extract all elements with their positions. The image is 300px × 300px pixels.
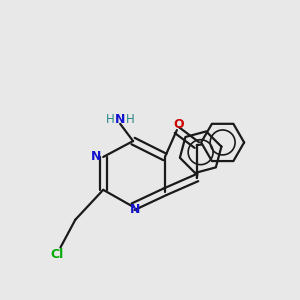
Text: H: H: [126, 113, 134, 126]
Text: N: N: [129, 203, 140, 216]
Text: Cl: Cl: [51, 248, 64, 261]
Text: H: H: [106, 113, 115, 126]
Text: N: N: [91, 151, 101, 164]
Text: N: N: [115, 113, 125, 126]
Text: O: O: [173, 118, 184, 131]
